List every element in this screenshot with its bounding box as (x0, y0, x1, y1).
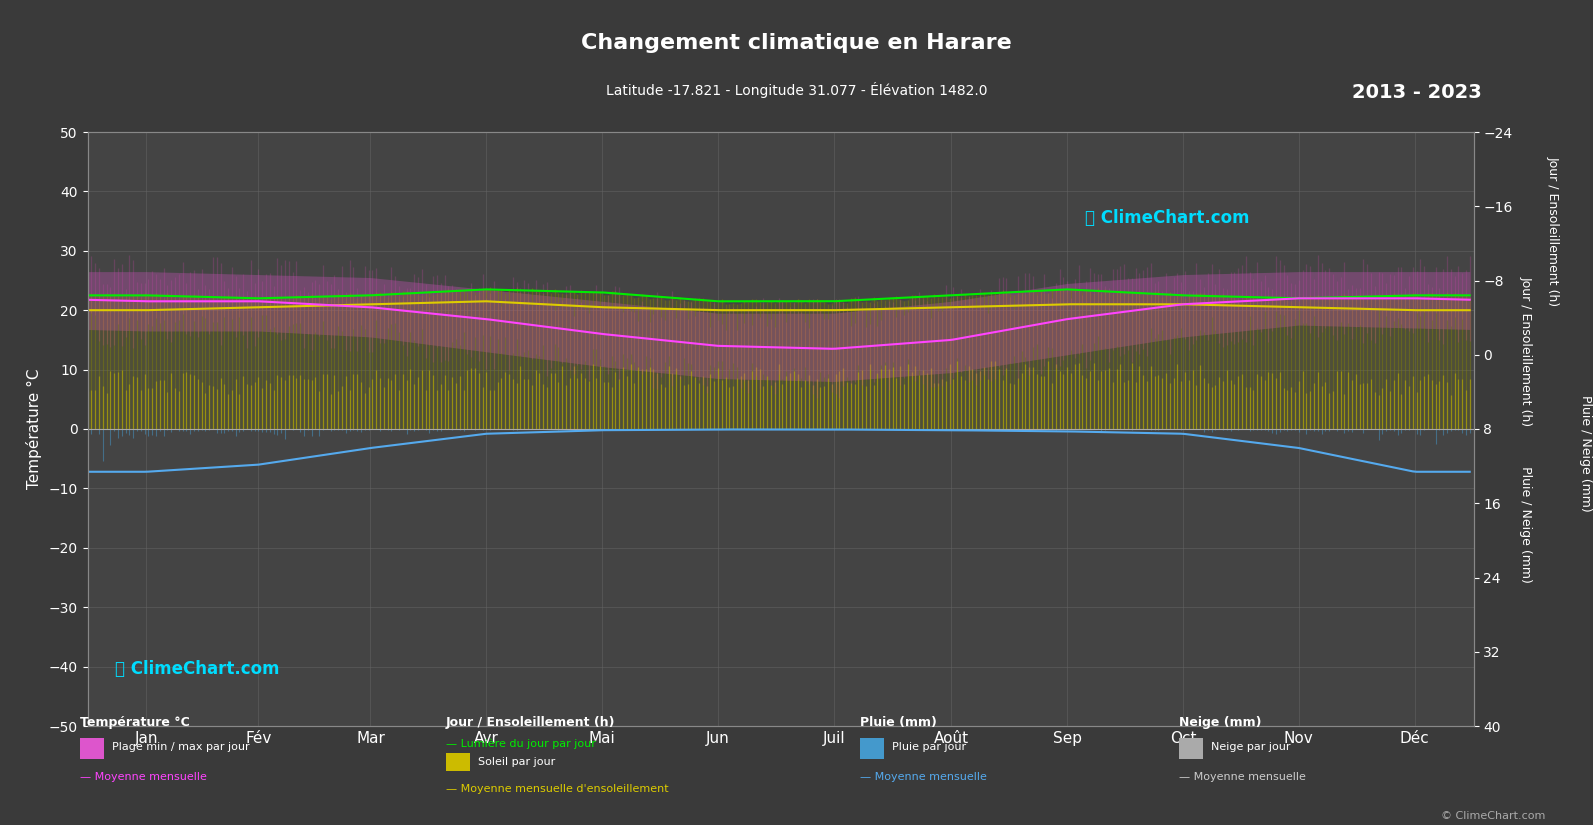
Text: 🌍 ClimeChart.com: 🌍 ClimeChart.com (1085, 210, 1251, 227)
Text: Soleil par jour: Soleil par jour (478, 757, 554, 767)
Text: Pluie par jour: Pluie par jour (892, 742, 967, 752)
Text: — Moyenne mensuelle: — Moyenne mensuelle (80, 771, 207, 781)
Text: Jour / Ensoleillement (h): Jour / Ensoleillement (h) (446, 716, 615, 729)
Y-axis label: Température °C: Température °C (25, 369, 41, 489)
Text: Changement climatique en Harare: Changement climatique en Harare (581, 33, 1012, 53)
Text: — Moyenne mensuelle: — Moyenne mensuelle (860, 771, 988, 781)
Text: Pluie / Neige (mm): Pluie / Neige (mm) (1579, 395, 1591, 512)
Text: Jour / Ensoleillement (h): Jour / Ensoleillement (h) (1547, 156, 1560, 306)
Text: — Moyenne mensuelle: — Moyenne mensuelle (1179, 771, 1306, 781)
Text: — Moyenne mensuelle d'ensoleillement: — Moyenne mensuelle d'ensoleillement (446, 784, 669, 794)
Text: 2013 - 2023: 2013 - 2023 (1352, 82, 1481, 101)
Text: Neige par jour: Neige par jour (1211, 742, 1290, 752)
Text: — Lumière du jour par jour: — Lumière du jour par jour (446, 738, 596, 748)
Text: Pluie (mm): Pluie (mm) (860, 716, 937, 729)
Text: Température °C: Température °C (80, 716, 190, 729)
Text: 🌍 ClimeChart.com: 🌍 ClimeChart.com (115, 661, 280, 678)
Y-axis label: Jour / Ensoleillement (h)          Pluie / Neige (mm): Jour / Ensoleillement (h) Pluie / Neige … (1520, 276, 1532, 582)
Text: © ClimeChart.com: © ClimeChart.com (1440, 811, 1545, 821)
Text: Plage min / max par jour: Plage min / max par jour (112, 742, 249, 752)
Text: Latitude -17.821 - Longitude 31.077 - Élévation 1482.0: Latitude -17.821 - Longitude 31.077 - Él… (605, 82, 988, 98)
Text: Neige (mm): Neige (mm) (1179, 716, 1262, 729)
